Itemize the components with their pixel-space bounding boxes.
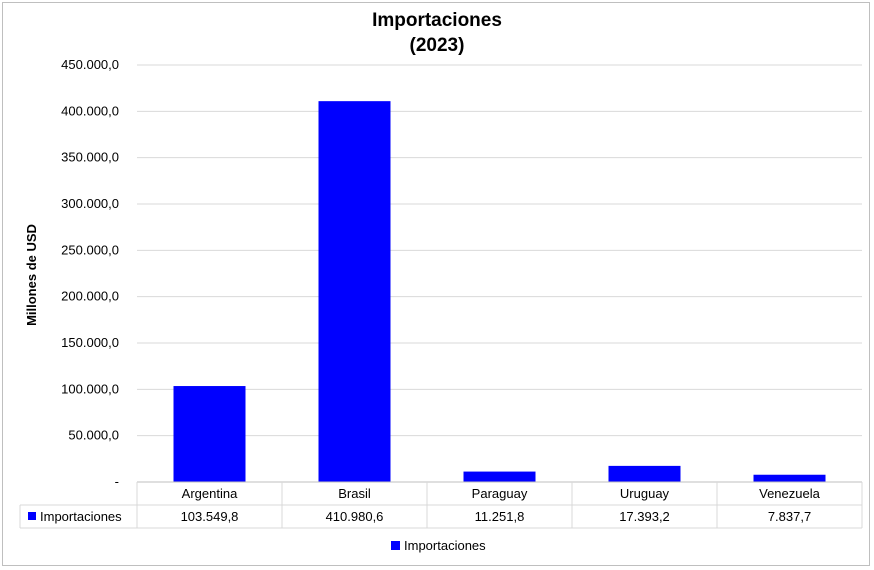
x-tick-label: Venezuela xyxy=(759,486,820,501)
x-tick-label: Uruguay xyxy=(620,486,670,501)
x-tick-label: Argentina xyxy=(182,486,238,501)
y-tick-label: 200.000,0 xyxy=(61,289,119,304)
y-tick-label: - xyxy=(115,474,119,489)
bar-paraguay xyxy=(463,471,536,482)
y-tick-label: 350.000,0 xyxy=(61,150,119,165)
y-tick-label: 150.000,0 xyxy=(61,335,119,350)
bar-brasil xyxy=(318,101,391,483)
y-tick-label: 450.000,0 xyxy=(61,57,119,72)
table-series-name: Importaciones xyxy=(40,509,122,524)
y-tick-label: 300.000,0 xyxy=(61,196,119,211)
data-table-value: 11.251,8 xyxy=(475,509,525,524)
data-table-value: 103.549,8 xyxy=(181,509,239,524)
bar-uruguay xyxy=(608,465,681,482)
chart-title: Importaciones xyxy=(372,10,502,31)
table-legend-swatch xyxy=(28,512,36,520)
legend-swatch xyxy=(391,541,400,550)
bar-venezuela xyxy=(753,474,826,482)
y-tick-label: 250.000,0 xyxy=(61,242,119,257)
data-table-value: 17.393,2 xyxy=(619,509,670,524)
legend-entry: Importaciones xyxy=(404,538,486,553)
y-tick-label: 400.000,0 xyxy=(61,103,119,118)
bar-argentina xyxy=(173,386,246,482)
chart-subtitle: (2023) xyxy=(410,35,465,56)
data-table-value: 410.980,6 xyxy=(326,509,384,524)
data-table-value: 7.837,7 xyxy=(768,509,811,524)
y-tick-label: 50.000,0 xyxy=(68,428,119,443)
y-axis-label: Millones de USD xyxy=(24,224,39,326)
x-tick-label: Paraguay xyxy=(472,486,528,501)
x-tick-label: Brasil xyxy=(338,486,371,501)
y-tick-label: 100.000,0 xyxy=(61,381,119,396)
